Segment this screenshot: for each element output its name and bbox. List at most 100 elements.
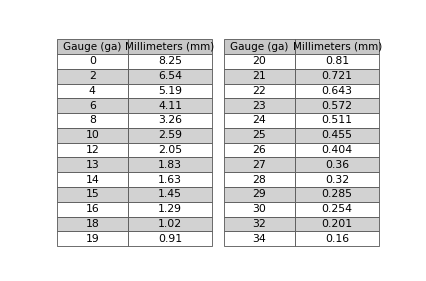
Bar — [294, 54, 378, 69]
Bar — [57, 217, 127, 232]
Text: 0.81: 0.81 — [324, 56, 348, 66]
Text: Gauge (ga): Gauge (ga) — [230, 42, 288, 51]
Text: 3.26: 3.26 — [158, 115, 181, 126]
Text: 14: 14 — [85, 175, 99, 185]
Text: 18: 18 — [85, 219, 99, 229]
Bar — [57, 202, 127, 217]
Text: 0.36: 0.36 — [324, 160, 348, 170]
Text: 1.29: 1.29 — [158, 204, 181, 214]
Text: 26: 26 — [252, 145, 266, 155]
Bar — [127, 157, 212, 172]
Text: 4.11: 4.11 — [158, 101, 181, 111]
Bar — [57, 69, 127, 83]
Text: 8.25: 8.25 — [158, 56, 181, 66]
Bar — [223, 113, 294, 128]
Text: 4: 4 — [89, 86, 95, 96]
Text: 0.643: 0.643 — [321, 86, 352, 96]
Text: Millimeters (mm): Millimeters (mm) — [125, 42, 214, 51]
Text: 25: 25 — [252, 130, 266, 140]
Bar — [57, 143, 127, 157]
Bar — [127, 113, 212, 128]
Bar — [223, 202, 294, 217]
Text: 8: 8 — [89, 115, 95, 126]
Bar — [127, 83, 212, 98]
Bar — [223, 69, 294, 83]
Bar — [294, 202, 378, 217]
Text: 21: 21 — [252, 71, 266, 81]
Text: 2.59: 2.59 — [158, 130, 181, 140]
Text: 32: 32 — [252, 219, 266, 229]
Bar — [127, 217, 212, 232]
Bar — [57, 98, 127, 113]
Bar — [294, 157, 378, 172]
Text: 1.45: 1.45 — [158, 189, 181, 200]
Bar — [294, 83, 378, 98]
Bar — [223, 54, 294, 69]
Bar — [57, 172, 127, 187]
Text: 0.572: 0.572 — [321, 101, 352, 111]
Text: 24: 24 — [252, 115, 266, 126]
Bar — [294, 128, 378, 143]
Text: 0: 0 — [89, 56, 95, 66]
Text: 28: 28 — [252, 175, 266, 185]
Bar — [223, 39, 294, 54]
Text: 0.404: 0.404 — [321, 145, 352, 155]
Bar — [127, 202, 212, 217]
Text: 0.201: 0.201 — [321, 219, 352, 229]
Text: 30: 30 — [252, 204, 266, 214]
Bar — [294, 172, 378, 187]
Text: 10: 10 — [85, 130, 99, 140]
Text: 6: 6 — [89, 101, 95, 111]
Bar — [127, 187, 212, 202]
Bar — [294, 187, 378, 202]
Bar — [223, 83, 294, 98]
Text: 0.16: 0.16 — [324, 234, 348, 244]
Bar — [127, 39, 212, 54]
Text: 16: 16 — [85, 204, 99, 214]
Text: 13: 13 — [85, 160, 99, 170]
Text: 22: 22 — [252, 86, 266, 96]
Text: 19: 19 — [85, 234, 99, 244]
Bar — [223, 128, 294, 143]
Bar — [127, 69, 212, 83]
Text: 23: 23 — [252, 101, 266, 111]
Text: 0.91: 0.91 — [158, 234, 181, 244]
Text: 2: 2 — [89, 71, 95, 81]
Text: 0.721: 0.721 — [321, 71, 352, 81]
Bar — [127, 232, 212, 246]
Text: Millimeters (mm): Millimeters (mm) — [292, 42, 381, 51]
Bar — [57, 128, 127, 143]
Text: 0.32: 0.32 — [324, 175, 348, 185]
Text: 27: 27 — [252, 160, 266, 170]
Bar — [127, 54, 212, 69]
Bar — [127, 128, 212, 143]
Bar — [127, 143, 212, 157]
Bar — [223, 172, 294, 187]
Bar — [57, 54, 127, 69]
Text: 15: 15 — [85, 189, 99, 200]
Bar — [127, 172, 212, 187]
Bar — [57, 157, 127, 172]
Text: 29: 29 — [252, 189, 266, 200]
Bar — [223, 232, 294, 246]
Bar — [223, 98, 294, 113]
Bar — [57, 187, 127, 202]
Bar — [127, 98, 212, 113]
Bar — [294, 69, 378, 83]
Text: 1.83: 1.83 — [158, 160, 181, 170]
Text: 0.455: 0.455 — [321, 130, 352, 140]
Text: 20: 20 — [252, 56, 266, 66]
Bar — [294, 232, 378, 246]
Text: Gauge (ga): Gauge (ga) — [63, 42, 121, 51]
Bar — [294, 113, 378, 128]
Text: 1.63: 1.63 — [158, 175, 181, 185]
Bar — [223, 217, 294, 232]
Bar — [57, 39, 127, 54]
Text: 0.254: 0.254 — [321, 204, 352, 214]
Bar — [223, 143, 294, 157]
Bar — [57, 113, 127, 128]
Bar — [57, 83, 127, 98]
Text: 1.02: 1.02 — [158, 219, 181, 229]
Bar — [294, 98, 378, 113]
Text: 6.54: 6.54 — [158, 71, 181, 81]
